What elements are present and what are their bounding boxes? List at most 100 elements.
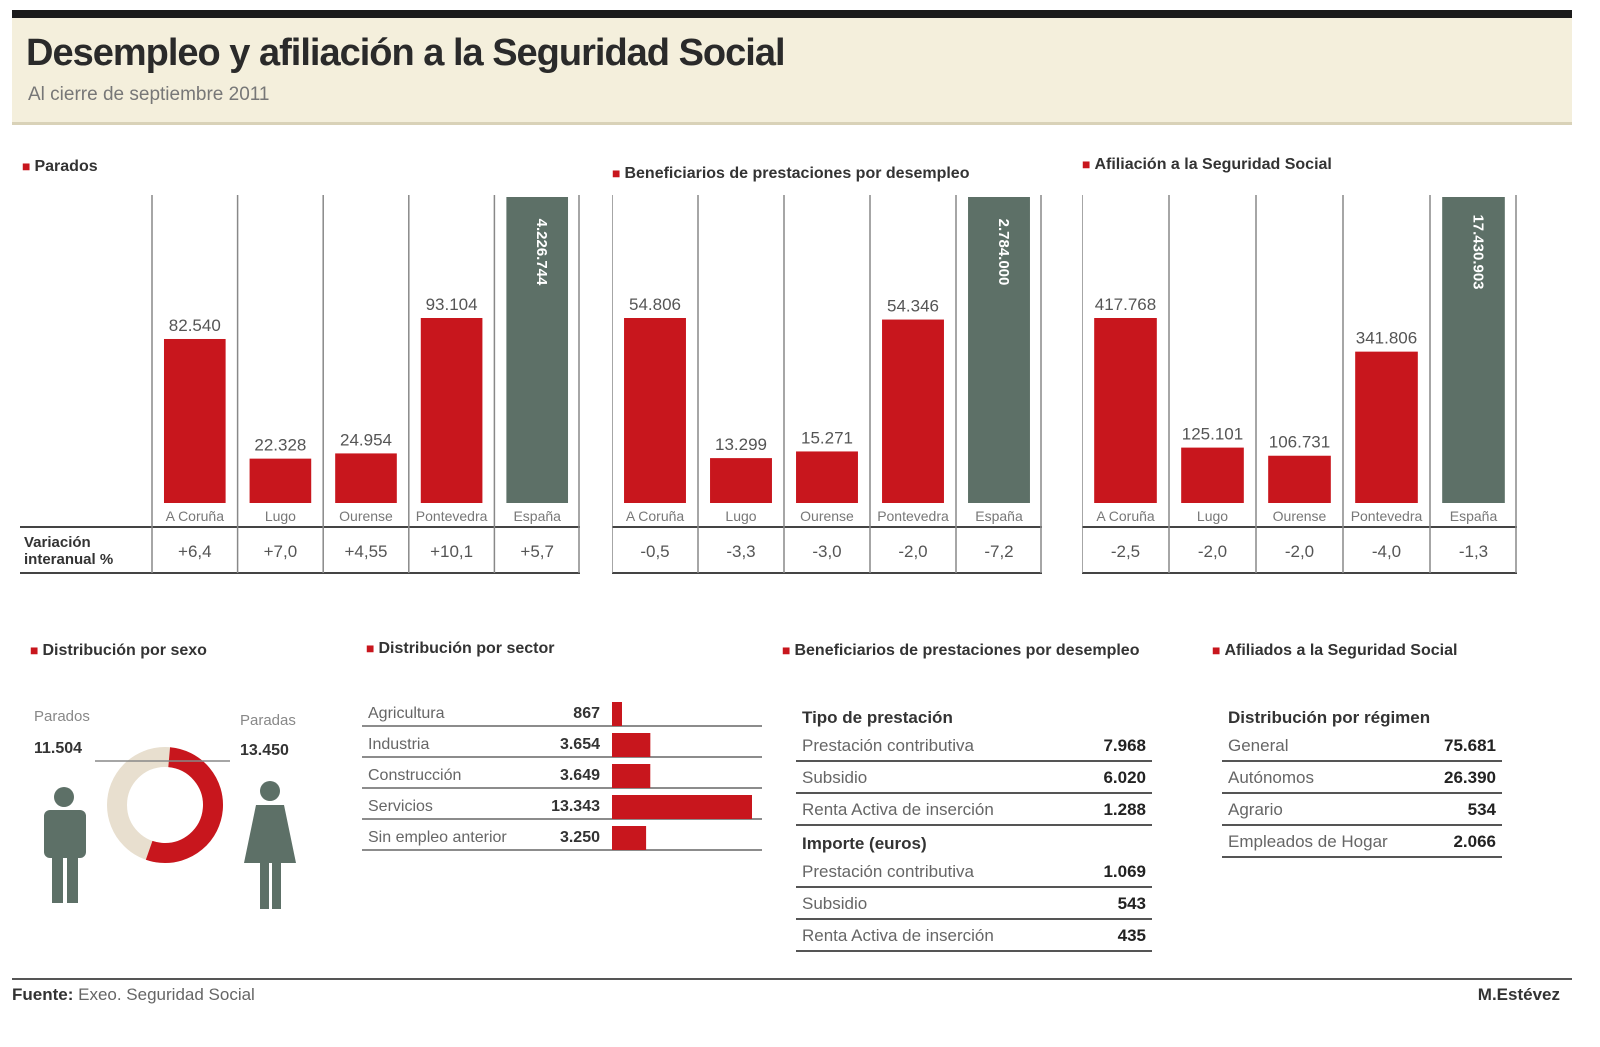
table-row: Agrario 534 [1222,794,1502,826]
top-rule [12,10,1572,18]
tick-label: España [975,508,1023,524]
data-label: 417.768 [1095,295,1156,314]
tick-label: Lugo [265,508,296,524]
bar [612,702,622,726]
source-note: Fuente: Exeo. Seguridad Social [12,985,255,1004]
variation-value: -3,3 [726,542,755,561]
data-label: 106.731 [1269,433,1330,452]
table-row: Empleados de Hogar 2.066 [1222,826,1502,858]
bar [1181,447,1244,503]
header-band: Desempleo y afiliación a la Seguridad So… [12,18,1572,125]
parados-chart: Variación interanual % 82.540 A Coruña +6,4 2… [20,195,580,574]
data-label: 125.101 [1182,425,1243,444]
variation-label: Variación interanual % [24,534,113,568]
tick-label: Pontevedra [416,508,488,524]
afil-table-title: ■ Afiliados a la Seguridad Social [1212,642,1458,659]
data-label: 82.540 [169,316,221,335]
table-row: Subsidio 6.020 [796,762,1152,794]
benef-table: Tipo de prestación Prestación contributi… [796,700,1152,952]
tick-label: Pontevedra [877,508,949,524]
data-label: 13.343 [551,798,600,815]
bar [506,197,569,503]
bar [612,764,651,788]
variation-value: -0,5 [640,542,669,561]
data-label: 3.649 [560,767,600,784]
beneficiarios-chart: 54.806 A Coruña -0,5 13.299 Lugo -3,3 15.271 Ou… [612,195,1042,574]
data-label: 93.104 [426,295,478,314]
variation-value: +4,55 [344,542,387,561]
bar [420,318,483,503]
bar [612,826,647,850]
legend-label: Parados [34,708,90,725]
data-label: 4.226.744 [533,219,550,286]
table-row: Prestación contributiva 1.069 [796,856,1152,888]
afiliacion-chart: 417.768 A Coruña -2,5 125.101 Lugo -2,0 106.73… [1082,195,1517,574]
data-label: 24.954 [340,430,392,449]
afil-table: Distribución por régimen General 75.681 A… [1222,700,1502,858]
data-label: 15.271 [801,428,853,447]
data-label: 3.250 [560,829,600,846]
tick-label: Lugo [725,508,756,524]
bar [335,453,397,503]
data-label: 22.328 [254,436,306,455]
variation-value: -2,0 [898,542,927,561]
female-figure-icon [244,781,296,909]
beneficiarios-title: ■ Beneficiarios de prestaciones por desem… [612,165,970,182]
bar [1268,455,1331,503]
variation-value: +7,0 [264,542,298,561]
benef-group-1: Tipo de prestación [802,708,953,727]
data-label: 54.346 [887,297,939,316]
legend-label: Paradas [240,712,296,729]
tick-label: Ourense [1273,508,1327,524]
data-label: 54.806 [629,295,681,314]
page-subtitle: Al cierre de septiembre 2011 [28,84,270,105]
bar [796,451,858,503]
variation-value: +5,7 [520,542,554,561]
tick-label: A Coruña [166,508,225,524]
tick-label: Agricultura [368,705,445,722]
bar [163,338,226,503]
table-row: Prestación contributiva 7.968 [796,730,1152,762]
sector-title: ■ Distribución por sector [366,640,555,657]
afil-group: Distribución por régimen [1228,708,1431,727]
page-title: Desempleo y afiliación a la Seguridad So… [26,32,786,74]
tick-label: España [1450,508,1498,524]
table-row: Renta Activa de inserción 1.288 [796,794,1152,826]
tick-label: Servicios [368,798,433,815]
tick-label: Sin empleo anterior [368,829,507,846]
benef-table-title: ■ Beneficiarios de prestaciones por desem… [782,642,1140,659]
bar [624,318,686,503]
afiliacion-title: ■ Afiliación a la Seguridad Social [1082,156,1332,173]
data-label: 867 [573,705,600,722]
table-row: Renta Activa de inserción 435 [796,920,1152,952]
author-credit: M.Estévez [1477,985,1560,1004]
bar [882,319,944,503]
variation-value: -3,0 [812,542,841,561]
bar [612,733,651,757]
bar [710,458,772,503]
tick-label: Construcción [368,767,461,784]
sexo-chart: Parados 11.504 Paradas 13.450 [34,708,296,909]
variation-value: -4,0 [1372,542,1401,561]
variation-value: +6,4 [178,542,212,561]
data-label: 11.504 [34,740,82,757]
benef-group-2: Importe (euros) [802,834,927,853]
table-row: General 75.681 [1222,730,1502,762]
sexo-title: ■ Distribución por sexo [30,642,207,659]
bar [968,197,1030,503]
bar [1442,197,1505,503]
tick-label: Industria [368,736,429,753]
parados-title: ■ Parados [22,158,98,175]
data-label: 3.654 [560,736,600,753]
bar [612,795,752,819]
data-label: 13.299 [715,435,767,454]
sector-chart: Agricultura 867 Industria 3.654 Construcción… [362,702,762,851]
bar [1355,351,1418,503]
variation-value: -2,0 [1285,542,1314,561]
data-label: 2.784.000 [995,219,1012,286]
tick-label: Lugo [1197,508,1228,524]
data-label: 17.430.903 [1470,214,1487,289]
tick-label: A Coruña [1096,508,1155,524]
variation-value: -7,2 [984,542,1013,561]
tick-label: Ourense [339,508,393,524]
